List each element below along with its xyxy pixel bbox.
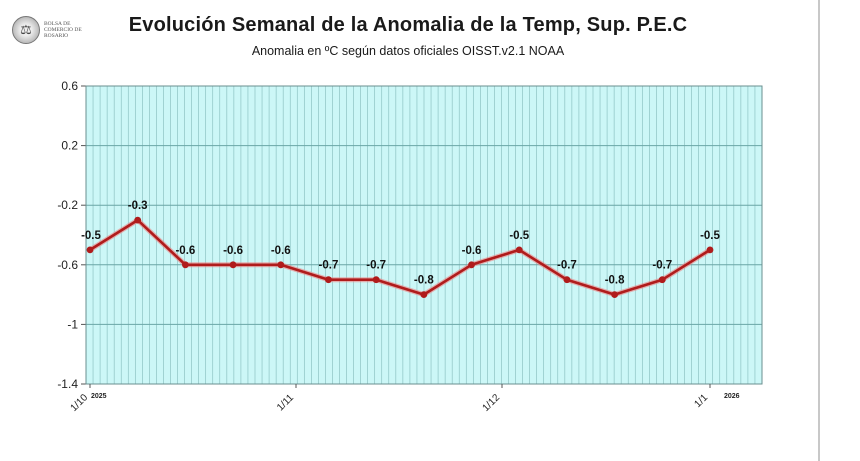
data-label: -0.6 bbox=[271, 245, 291, 257]
data-point bbox=[277, 261, 285, 269]
data-point bbox=[611, 291, 619, 298]
data-label: -0.5 bbox=[700, 230, 720, 242]
x-tick-label: 1/11 bbox=[275, 392, 296, 413]
data-point bbox=[706, 246, 714, 254]
x-tick-label: 1/1 bbox=[693, 392, 711, 410]
line-chart: 0.6 0.2 -0.2 -0.6 -1 -1.4 -0.5 -0.3 -0.6 -0.6 -0.6… bbox=[57, 79, 763, 414]
panel-divider bbox=[818, 0, 820, 461]
data-point bbox=[229, 261, 237, 269]
data-label: -0.7 bbox=[319, 260, 339, 272]
data-point bbox=[468, 261, 475, 269]
data-point bbox=[372, 276, 380, 284]
data-label: -0.6 bbox=[462, 245, 482, 257]
y-tick-label: 0.2 bbox=[61, 139, 78, 153]
data-label: -0.6 bbox=[223, 245, 243, 257]
y-tick-label: -0.6 bbox=[57, 258, 78, 272]
y-tick-label: -1.4 bbox=[57, 377, 78, 391]
data-label: -0.8 bbox=[605, 275, 625, 287]
y-tick-label: -1 bbox=[67, 317, 78, 331]
data-label: -0.5 bbox=[81, 230, 101, 242]
chart-title: Evolución Semanal de la Anomalia de la T… bbox=[128, 14, 688, 36]
institution-seal-icon: ⚖ bbox=[12, 16, 40, 44]
logo-text: Bolsa de Comercio de Rosario bbox=[44, 21, 82, 39]
chart-subtitle: Anomalia en ºC según datos oficiales OIS… bbox=[251, 44, 565, 58]
data-label: -0.3 bbox=[128, 200, 148, 212]
data-point bbox=[420, 291, 428, 298]
data-label: -0.7 bbox=[652, 260, 672, 272]
x-tick-label: 1/12 bbox=[481, 392, 503, 414]
y-tick-label: -0.2 bbox=[57, 198, 78, 212]
data-label: -0.7 bbox=[557, 260, 577, 272]
logo: ⚖ Bolsa de Comercio de Rosario bbox=[12, 16, 100, 44]
year-label: 2025 bbox=[91, 393, 107, 400]
data-point bbox=[515, 246, 523, 254]
data-point bbox=[325, 276, 332, 284]
plot-area bbox=[81, 85, 763, 385]
data-point bbox=[181, 261, 189, 269]
x-tick-label: 1/10 bbox=[69, 392, 91, 414]
year-label: 2026 bbox=[724, 393, 740, 400]
data-point bbox=[563, 276, 571, 284]
data-point bbox=[658, 276, 666, 284]
y-tick-label: 0.6 bbox=[61, 79, 78, 93]
anomaly-line bbox=[89, 218, 711, 296]
data-point bbox=[134, 216, 142, 224]
data-label: -0.8 bbox=[414, 275, 434, 287]
data-point bbox=[86, 246, 94, 254]
data-label: -0.6 bbox=[175, 245, 195, 257]
data-label: -0.5 bbox=[509, 230, 529, 242]
data-label: -0.7 bbox=[366, 260, 386, 272]
